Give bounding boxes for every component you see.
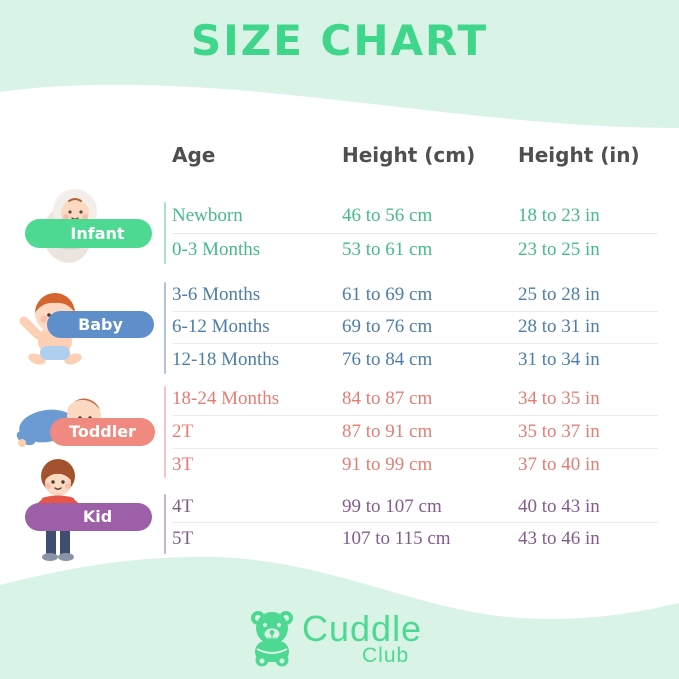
toddler-group-label: Toddler — [50, 418, 155, 446]
height-in-cell: 43 to 46 in — [518, 528, 600, 549]
height-in-cell: 34 to 35 in — [518, 388, 600, 409]
age-cell: 2T — [172, 421, 194, 442]
age-cell: 3T — [172, 454, 194, 475]
height-in-cell: 40 to 43 in — [518, 496, 600, 517]
age-cell: 5T — [172, 528, 194, 549]
column-header-height-in: Height (in) — [518, 143, 640, 167]
age-cell: 3-6 Months — [172, 284, 261, 305]
toddler-group-line — [164, 386, 166, 478]
row-divider — [172, 311, 658, 312]
row-divider — [172, 343, 658, 344]
baby-group-label: Baby — [47, 311, 154, 338]
height-in-cell: 35 to 37 in — [518, 421, 600, 442]
height-cm-cell: 46 to 56 cm — [342, 205, 433, 226]
height-in-cell: 25 to 28 in — [518, 284, 600, 305]
age-cell: Newborn — [172, 205, 243, 226]
height-cm-cell: 53 to 61 cm — [342, 239, 433, 260]
height-cm-cell: 107 to 115 cm — [342, 528, 451, 549]
column-header-age: Age — [172, 143, 216, 167]
infant-group-line — [164, 202, 166, 264]
age-cell: 6-12 Months — [172, 316, 270, 337]
brand-subname: Club — [362, 644, 410, 667]
age-cell: 12-18 Months — [172, 349, 280, 370]
age-cell: 4T — [172, 496, 194, 517]
row-divider — [172, 415, 658, 416]
teddy-bear-icon — [251, 611, 293, 667]
row-divider — [172, 233, 658, 234]
height-cm-cell: 76 to 84 cm — [342, 349, 433, 370]
height-cm-cell: 69 to 76 cm — [342, 316, 433, 337]
height-cm-cell: 91 to 99 cm — [342, 454, 433, 475]
height-cm-cell: 99 to 107 cm — [342, 496, 442, 517]
age-cell: 18-24 Months — [172, 388, 280, 409]
kid-group-label: Kid — [25, 503, 152, 531]
brand-name: Cuddle — [302, 608, 423, 649]
height-cm-cell: 61 to 69 cm — [342, 284, 433, 305]
height-in-cell: 31 to 34 in — [518, 349, 600, 370]
height-cm-cell: 87 to 91 cm — [342, 421, 433, 442]
height-in-cell: 37 to 40 in — [518, 454, 600, 475]
page-title: SIZE CHART — [190, 16, 489, 65]
infant-group-label: Infant — [25, 219, 152, 248]
kid-group-line — [164, 494, 166, 554]
row-divider — [172, 522, 658, 523]
column-header-height-cm: Height (cm) — [342, 143, 476, 167]
age-cell: 0-3 Months — [172, 239, 261, 260]
height-in-cell: 23 to 25 in — [518, 239, 600, 260]
row-divider — [172, 448, 658, 449]
baby-group-line — [164, 282, 166, 374]
height-in-cell: 28 to 31 in — [518, 316, 600, 337]
height-in-cell: 18 to 23 in — [518, 205, 600, 226]
height-cm-cell: 84 to 87 cm — [342, 388, 433, 409]
